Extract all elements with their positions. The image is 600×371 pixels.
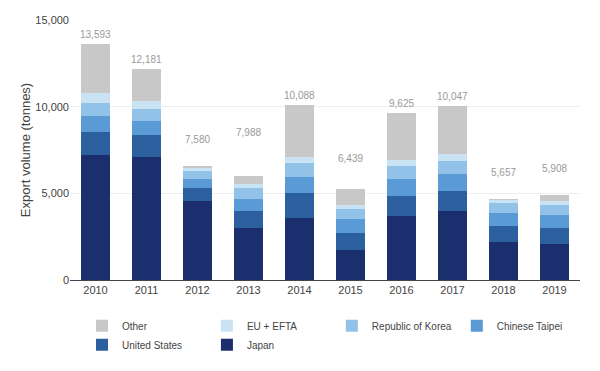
svg-text:12,181: 12,181 [131, 54, 162, 65]
svg-text:United States: United States [122, 340, 182, 351]
svg-text:2019: 2019 [542, 284, 566, 296]
svg-text:10,000: 10,000 [35, 101, 69, 113]
svg-text:6,439: 6,439 [338, 153, 363, 164]
svg-text:2015: 2015 [338, 284, 362, 296]
svg-text:2012: 2012 [185, 284, 209, 296]
svg-text:Chinese Taipei: Chinese Taipei [497, 321, 562, 332]
svg-text:9,625: 9,625 [389, 98, 414, 109]
svg-text:2017: 2017 [440, 284, 464, 296]
svg-text:5,908: 5,908 [542, 163, 567, 174]
svg-text:Republic of Korea: Republic of Korea [372, 321, 452, 332]
svg-text:Other: Other [122, 321, 148, 332]
svg-text:15,000: 15,000 [35, 14, 69, 26]
svg-text:0: 0 [63, 274, 69, 286]
svg-text:7,988: 7,988 [236, 127, 261, 138]
svg-text:2010: 2010 [83, 284, 107, 296]
svg-text:EU + EFTA: EU + EFTA [247, 321, 297, 332]
svg-text:2014: 2014 [287, 284, 311, 296]
svg-text:Export volume (tonnes): Export volume (tonnes) [18, 83, 33, 217]
svg-text:2011: 2011 [135, 284, 159, 296]
svg-text:2016: 2016 [389, 284, 413, 296]
svg-text:10,088: 10,088 [284, 90, 315, 101]
svg-text:13,593: 13,593 [80, 29, 111, 40]
svg-text:5,000: 5,000 [41, 187, 69, 199]
svg-text:10,047: 10,047 [437, 91, 468, 102]
svg-text:2013: 2013 [236, 284, 260, 296]
svg-text:Japan: Japan [247, 340, 274, 351]
svg-text:2018: 2018 [491, 284, 515, 296]
svg-text:5,657: 5,657 [491, 167, 516, 178]
svg-text:7,580: 7,580 [185, 134, 210, 145]
